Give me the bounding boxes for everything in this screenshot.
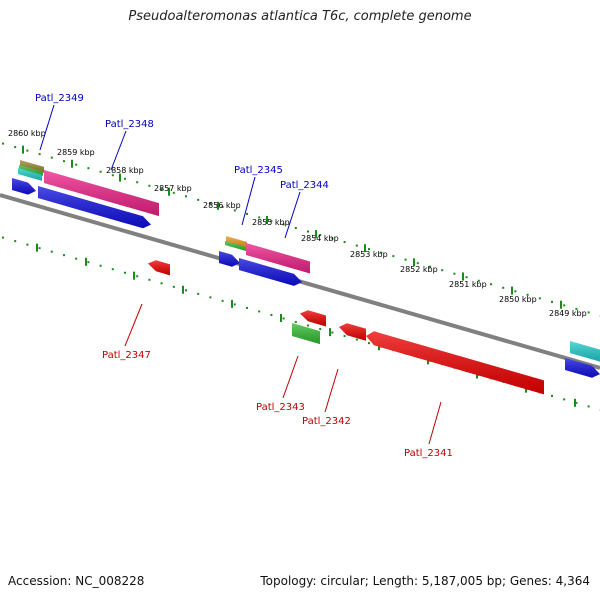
tick-label: 2854 kbp xyxy=(301,234,339,243)
map-title: Pseudoalteromonas atlantica T6c, complet… xyxy=(128,9,472,24)
feature-cog-green[interactable] xyxy=(19,165,43,176)
feature-cds-forward[interactable] xyxy=(12,178,36,195)
outer-tick-ring xyxy=(2,142,600,317)
tick-label: 2852 kbp xyxy=(400,265,438,274)
feature-cds-reverse[interactable] xyxy=(148,260,170,276)
feature-cog-green[interactable] xyxy=(292,323,320,345)
feature-cog-cyan[interactable] xyxy=(18,168,42,181)
gene-label-patl-2341[interactable]: Patl_2341 xyxy=(404,448,453,459)
tick-label: 2860 kbp xyxy=(8,129,46,138)
gene-label-layer: Patl_2349 Patl_2348 Patl_2345 Patl_2344 … xyxy=(35,93,453,459)
feature-cog-olive[interactable] xyxy=(20,160,44,173)
tick-label: 2856 kbp xyxy=(203,201,241,210)
gene-label-patl-2343[interactable]: Patl_2343 xyxy=(256,402,305,413)
gene-label-patl-2348[interactable]: Patl_2348 xyxy=(105,119,154,130)
tick-label-layer: 2860 kbp 2859 kbp 2858 kbp 2857 kbp 2856… xyxy=(8,129,587,318)
tick-label: 2858 kbp xyxy=(106,166,144,175)
feature-cds-forward[interactable] xyxy=(565,358,600,378)
gene-label-patl-2349[interactable]: Patl_2349 xyxy=(35,93,84,104)
gene-label-patl-2347[interactable]: Patl_2347 xyxy=(102,350,151,361)
feature-cds-reverse[interactable] xyxy=(339,323,366,341)
feature-cog-pink[interactable] xyxy=(246,243,310,274)
accession-text: Accession: NC_008228 xyxy=(8,574,145,588)
tick-label: 2855 kbp xyxy=(252,218,290,227)
tick-label: 2851 kbp xyxy=(449,280,487,289)
genome-summary-text: Topology: circular; Length: 5,187,005 bp… xyxy=(260,574,590,588)
gene-label-patl-2342[interactable]: Patl_2342 xyxy=(302,416,351,427)
gene-label-patl-2344[interactable]: Patl_2344 xyxy=(280,180,329,191)
tick-label: 2857 kbp xyxy=(154,184,192,193)
feature-cog-cyan[interactable] xyxy=(570,341,600,362)
tick-label: 2859 kbp xyxy=(57,148,95,157)
feature-cds-forward[interactable] xyxy=(219,251,240,267)
feature-cds-forward[interactable] xyxy=(239,258,302,286)
feature-cog-green[interactable] xyxy=(225,241,246,252)
label-leader-lines xyxy=(39,104,442,445)
feature-cds-forward[interactable] xyxy=(38,186,151,229)
feature-cog-orange[interactable] xyxy=(226,236,247,249)
feature-cog-pink[interactable] xyxy=(44,170,159,217)
feature-cds-reverse[interactable] xyxy=(300,310,326,327)
tick-label: 2853 kbp xyxy=(350,250,388,259)
tick-label: 2850 kbp xyxy=(499,295,537,304)
feature-layer xyxy=(12,160,600,395)
gene-label-patl-2345[interactable]: Patl_2345 xyxy=(234,165,283,176)
tick-label: 2849 kbp xyxy=(549,309,587,318)
feature-cds-reverse[interactable] xyxy=(366,331,544,395)
